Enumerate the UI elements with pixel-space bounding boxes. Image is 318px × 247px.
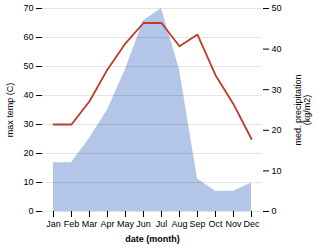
svg-text:Nov: Nov xyxy=(225,219,242,229)
svg-text:10: 10 xyxy=(23,177,33,187)
svg-text:Jul: Jul xyxy=(156,219,168,229)
svg-text:30: 30 xyxy=(23,119,33,129)
svg-text:50: 50 xyxy=(272,3,282,13)
svg-text:Jun: Jun xyxy=(136,219,151,229)
svg-text:60: 60 xyxy=(23,32,33,42)
svg-text:Feb: Feb xyxy=(64,219,80,229)
svg-text:0: 0 xyxy=(272,206,277,216)
svg-text:Dec: Dec xyxy=(243,219,260,229)
svg-text:Sep: Sep xyxy=(189,219,205,229)
svg-text:50: 50 xyxy=(23,61,33,71)
svg-text:10: 10 xyxy=(272,166,282,176)
svg-text:Mar: Mar xyxy=(82,219,98,229)
svg-text:30: 30 xyxy=(272,85,282,95)
svg-text:date (month): date (month) xyxy=(125,234,180,244)
svg-text:Apr: Apr xyxy=(100,219,114,229)
svg-text:20: 20 xyxy=(23,148,33,158)
svg-text:Oct: Oct xyxy=(208,219,223,229)
svg-text:med. precipitation(kg/m2): med. precipitation(kg/m2) xyxy=(293,74,312,145)
svg-text:Jan: Jan xyxy=(46,219,61,229)
svg-text:70: 70 xyxy=(23,3,33,13)
svg-text:May: May xyxy=(117,219,135,229)
svg-text:20: 20 xyxy=(272,125,282,135)
svg-text:40: 40 xyxy=(272,44,282,54)
svg-text:0: 0 xyxy=(28,206,33,216)
svg-text:Aug: Aug xyxy=(171,219,187,229)
svg-text:40: 40 xyxy=(23,90,33,100)
svg-text:max temp (C): max temp (C) xyxy=(5,83,15,138)
